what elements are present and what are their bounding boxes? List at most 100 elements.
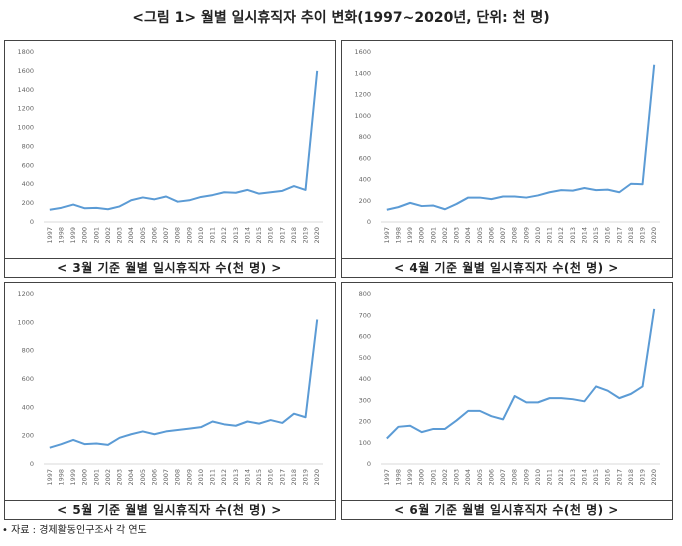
caption-border xyxy=(341,258,673,278)
x-tick-label: 1997 xyxy=(46,469,54,486)
x-tick-label: 2016 xyxy=(604,469,612,486)
x-tick-label: 2016 xyxy=(604,227,612,244)
x-tick-label: 2007 xyxy=(499,469,507,486)
x-tick-label: 2015 xyxy=(255,469,263,486)
y-tick-label: 600 xyxy=(359,154,371,162)
x-tick-label: 2006 xyxy=(150,469,158,486)
panel-border xyxy=(4,40,336,259)
panel-caption: < 4월 기준 월별 일시휴직자 수(천 명) > xyxy=(394,260,619,275)
x-tick-label: 2016 xyxy=(267,469,275,486)
x-tick-label: 2001 xyxy=(429,227,437,244)
x-tick-label: 2004 xyxy=(464,469,472,486)
x-tick-label: 2014 xyxy=(580,469,588,486)
x-tick-label: 2017 xyxy=(615,227,623,244)
y-tick-label: 700 xyxy=(359,311,371,319)
x-tick-label: 2010 xyxy=(197,227,205,244)
y-tick-label: 600 xyxy=(22,375,34,383)
x-tick-label: 2002 xyxy=(104,227,112,244)
x-tick-label: 2017 xyxy=(278,469,286,486)
x-tick-label: 2004 xyxy=(127,469,135,486)
x-tick-label: 2007 xyxy=(499,227,507,244)
x-tick-label: 1999 xyxy=(406,227,414,244)
panel-border xyxy=(4,282,336,501)
x-tick-label: 2017 xyxy=(615,469,623,486)
chart-panel: < 5월 기준 월별 일시휴직자 수(천 명) > 0 200 400 600 800 10… xyxy=(4,282,336,520)
x-tick-label: 2009 xyxy=(185,469,193,486)
caption-border xyxy=(4,258,336,278)
x-tick-label: 2011 xyxy=(546,227,554,244)
y-tick-label: 1400 xyxy=(354,69,371,77)
x-tick-label: 2002 xyxy=(441,227,449,244)
x-tick-label: 1999 xyxy=(69,469,77,486)
y-tick-label: 200 xyxy=(22,199,34,207)
x-tick-label: 2009 xyxy=(522,227,530,244)
x-tick-label: 2011 xyxy=(209,469,217,486)
y-tick-label: 1200 xyxy=(17,105,34,113)
y-tick-label: 800 xyxy=(359,133,371,141)
source-note: • 자료 : 경제활동인구조사 각 연도 xyxy=(2,523,147,536)
x-tick-label: 2001 xyxy=(92,469,100,486)
panel-caption: < 6월 기준 월별 일시휴직자 수(천 명) > xyxy=(394,502,619,517)
x-tick-label: 2014 xyxy=(243,469,251,486)
x-tick-label: 2018 xyxy=(290,227,298,244)
y-tick-label: 1600 xyxy=(17,67,34,75)
data-line xyxy=(49,70,319,211)
x-tick-label: 2010 xyxy=(197,469,205,486)
x-tick-label: 2005 xyxy=(139,469,147,486)
x-tick-label: 2003 xyxy=(116,227,124,244)
data-line xyxy=(386,308,656,440)
y-tick-label: 500 xyxy=(359,354,371,362)
x-tick-label: 2002 xyxy=(441,469,449,486)
x-tick-label: 2019 xyxy=(302,469,310,486)
x-tick-label: 2006 xyxy=(487,227,495,244)
x-tick-label: 2008 xyxy=(511,227,519,244)
x-tick-label: 2008 xyxy=(174,227,182,244)
chart-panel: < 4월 기준 월별 일시휴직자 수(천 명) > 0 200 400 600 800 10… xyxy=(341,40,673,278)
chart-panel: < 6월 기준 월별 일시휴직자 수(천 명) > 0 100 200 300 400 50… xyxy=(341,282,673,520)
y-tick-label: 200 xyxy=(359,197,371,205)
y-tick-label: 0 xyxy=(367,460,371,468)
y-tick-label: 400 xyxy=(359,375,371,383)
y-tick-label: 1000 xyxy=(354,112,371,120)
y-tick-label: 1200 xyxy=(354,91,371,99)
x-tick-label: 1999 xyxy=(406,469,414,486)
x-tick-label: 2006 xyxy=(150,227,158,244)
x-tick-label: 2015 xyxy=(592,227,600,244)
x-tick-label: 1998 xyxy=(57,469,65,486)
x-tick-label: 2012 xyxy=(557,469,565,486)
x-tick-label: 2013 xyxy=(569,469,577,486)
panel-border xyxy=(341,40,673,259)
x-tick-label: 2002 xyxy=(104,469,112,486)
y-tick-label: 1800 xyxy=(17,48,34,56)
x-tick-label: 2020 xyxy=(313,227,321,244)
y-tick-label: 1000 xyxy=(17,318,34,326)
x-tick-label: 2008 xyxy=(511,469,519,486)
y-tick-label: 1200 xyxy=(17,290,34,298)
x-tick-label: 2012 xyxy=(220,469,228,486)
data-line xyxy=(49,319,319,449)
x-tick-label: 2005 xyxy=(476,469,484,486)
x-tick-label: 2000 xyxy=(81,469,89,486)
x-tick-label: 2012 xyxy=(557,227,565,244)
y-tick-label: 200 xyxy=(22,432,34,440)
x-tick-label: 2020 xyxy=(650,469,658,486)
x-tick-label: 2010 xyxy=(534,227,542,244)
x-tick-label: 2014 xyxy=(580,227,588,244)
x-tick-label: 2000 xyxy=(81,227,89,244)
x-tick-label: 2019 xyxy=(639,227,647,244)
y-tick-label: 100 xyxy=(359,439,371,447)
x-tick-label: 2009 xyxy=(522,469,530,486)
caption-border xyxy=(341,500,673,520)
y-tick-label: 0 xyxy=(30,218,34,226)
x-tick-label: 2015 xyxy=(592,469,600,486)
y-tick-label: 200 xyxy=(359,418,371,426)
x-tick-label: 2015 xyxy=(255,227,263,244)
x-tick-label: 2019 xyxy=(639,469,647,486)
x-tick-label: 2005 xyxy=(139,227,147,244)
x-tick-label: 2004 xyxy=(464,227,472,244)
x-tick-label: 2011 xyxy=(546,469,554,486)
y-tick-label: 0 xyxy=(367,218,371,226)
x-tick-label: 2020 xyxy=(313,469,321,486)
x-tick-label: 2003 xyxy=(116,469,124,486)
